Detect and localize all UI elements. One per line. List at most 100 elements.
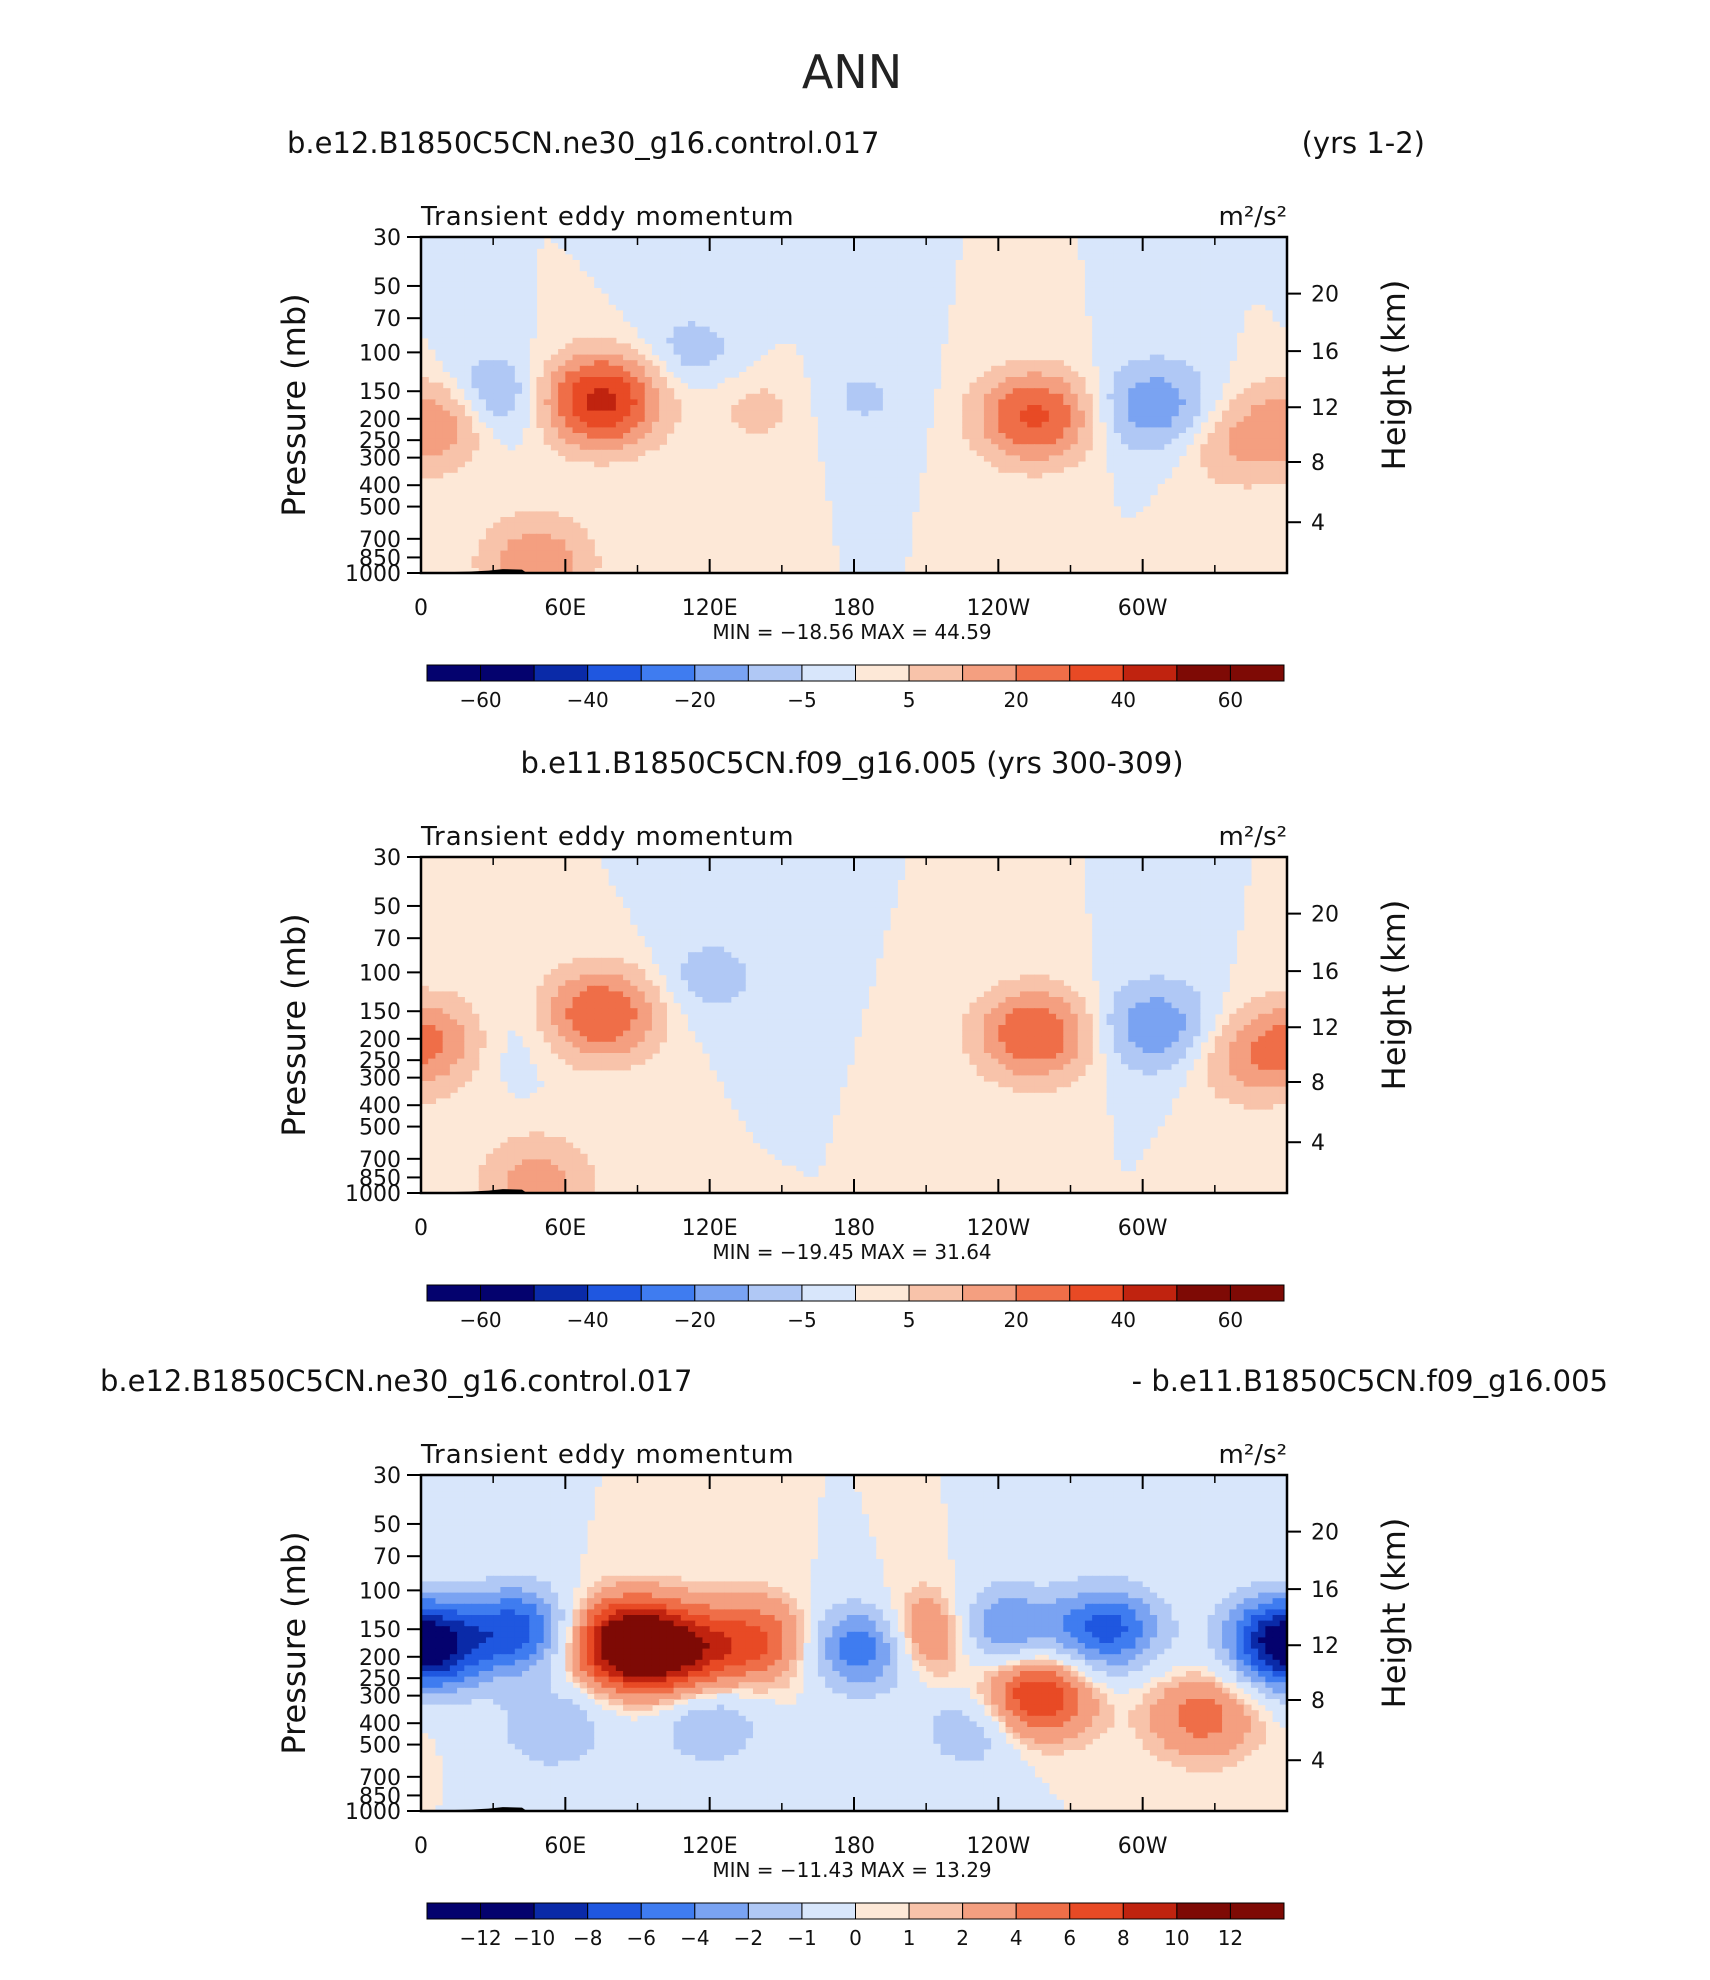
- field-cell: [478, 360, 487, 367]
- field-cell: [882, 528, 891, 535]
- field-cell: [868, 433, 877, 440]
- field-cell: [1084, 427, 1093, 434]
- field-cell: [752, 304, 761, 311]
- field-cell: [940, 298, 949, 305]
- field-cell: [1222, 421, 1230, 428]
- field-cell: [630, 253, 639, 260]
- field-cell: [832, 438, 841, 445]
- field-cell: [558, 354, 566, 361]
- field-cell: [644, 399, 653, 406]
- field-cell: [485, 410, 494, 417]
- field-cell: [435, 393, 444, 400]
- field-cell: [1185, 237, 1194, 244]
- field-cell: [1193, 393, 1201, 400]
- field-cell: [875, 901, 884, 908]
- field-cell: [1222, 918, 1230, 925]
- field-cell: [803, 337, 812, 344]
- field-cell: [659, 259, 667, 266]
- field-cell: [832, 265, 841, 272]
- field-cell: [760, 248, 768, 255]
- field-cell: [767, 248, 776, 255]
- field-cell: [789, 298, 797, 305]
- field-cell: [435, 321, 444, 328]
- field-cell: [514, 265, 523, 272]
- field-cell: [789, 913, 797, 920]
- field-cell: [478, 365, 487, 372]
- field-cell: [485, 315, 494, 322]
- field-cell: [1250, 477, 1259, 484]
- field-cell: [457, 455, 465, 462]
- field-cell: [1048, 461, 1057, 468]
- field-cell: [1019, 365, 1028, 372]
- field-cell: [1236, 879, 1245, 886]
- field-cell: [1171, 433, 1180, 440]
- field-cell: [529, 533, 538, 540]
- field-cell: [586, 545, 595, 552]
- field-cell: [846, 237, 855, 244]
- field-cell: [1121, 259, 1129, 266]
- field-cell: [478, 315, 487, 322]
- field-cell: [825, 253, 833, 260]
- field-cell: [904, 349, 913, 356]
- field-cell: [1128, 907, 1137, 914]
- field-cell: [1185, 857, 1194, 864]
- field-cell: [1243, 265, 1252, 272]
- field-cell: [983, 433, 992, 440]
- field-cell: [1157, 890, 1165, 897]
- field-cell: [688, 315, 696, 322]
- field-cell: [1106, 868, 1115, 875]
- field-cell: [659, 321, 667, 328]
- field-cell: [550, 528, 559, 535]
- field-cell: [1171, 890, 1180, 897]
- field-cell: [680, 360, 689, 367]
- field-cell: [500, 259, 509, 266]
- field-cell: [1034, 399, 1043, 406]
- field-cell: [608, 862, 617, 869]
- field-cell: [1149, 868, 1158, 875]
- field-cell: [745, 885, 754, 892]
- field-cell: [1121, 371, 1129, 378]
- field-cell: [839, 500, 848, 507]
- field-cell: [688, 382, 696, 389]
- field-cell: [666, 326, 675, 333]
- field-cell: [839, 901, 848, 908]
- field-cell: [875, 461, 884, 468]
- field-cell: [731, 309, 740, 316]
- field-cell: [457, 377, 465, 384]
- field-cell: [1142, 907, 1151, 914]
- field-cell: [543, 539, 552, 546]
- field-cell: [846, 567, 855, 573]
- field-cell: [1164, 896, 1173, 903]
- field-cell: [1185, 410, 1194, 417]
- field-cell: [615, 343, 624, 350]
- field-cell: [536, 561, 545, 568]
- field-cell: [752, 354, 761, 361]
- field-cell: [832, 293, 841, 300]
- field-cell: [731, 298, 740, 305]
- field-cell: [882, 265, 891, 272]
- lon-tick-label: 60E: [544, 596, 586, 621]
- field-cell: [522, 281, 530, 288]
- field-cell: [731, 265, 740, 272]
- field-cell: [666, 354, 675, 361]
- field-cell: [594, 388, 603, 395]
- field-cell: [803, 862, 812, 869]
- field-cell: [904, 393, 913, 400]
- field-cell: [868, 455, 877, 462]
- field-cell: [1164, 253, 1173, 260]
- field-cell: [702, 868, 711, 875]
- field-cell: [897, 293, 906, 300]
- field-cell: [623, 287, 631, 294]
- field-cell: [514, 533, 523, 540]
- field-cell: [558, 382, 566, 389]
- field-cell: [817, 896, 826, 903]
- field-cell: [904, 500, 913, 507]
- field-cell: [789, 309, 797, 316]
- field-cell: [969, 399, 978, 406]
- field-cell: [1128, 466, 1137, 473]
- field-cell: [890, 483, 898, 490]
- field-cell: [543, 433, 552, 440]
- field-cell: [522, 382, 530, 389]
- field-cell: [803, 913, 812, 920]
- field-cell: [601, 343, 610, 350]
